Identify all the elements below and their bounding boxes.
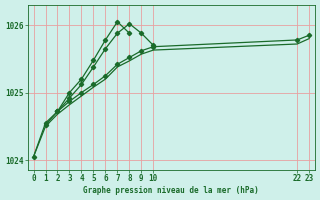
X-axis label: Graphe pression niveau de la mer (hPa): Graphe pression niveau de la mer (hPa) xyxy=(84,186,259,195)
